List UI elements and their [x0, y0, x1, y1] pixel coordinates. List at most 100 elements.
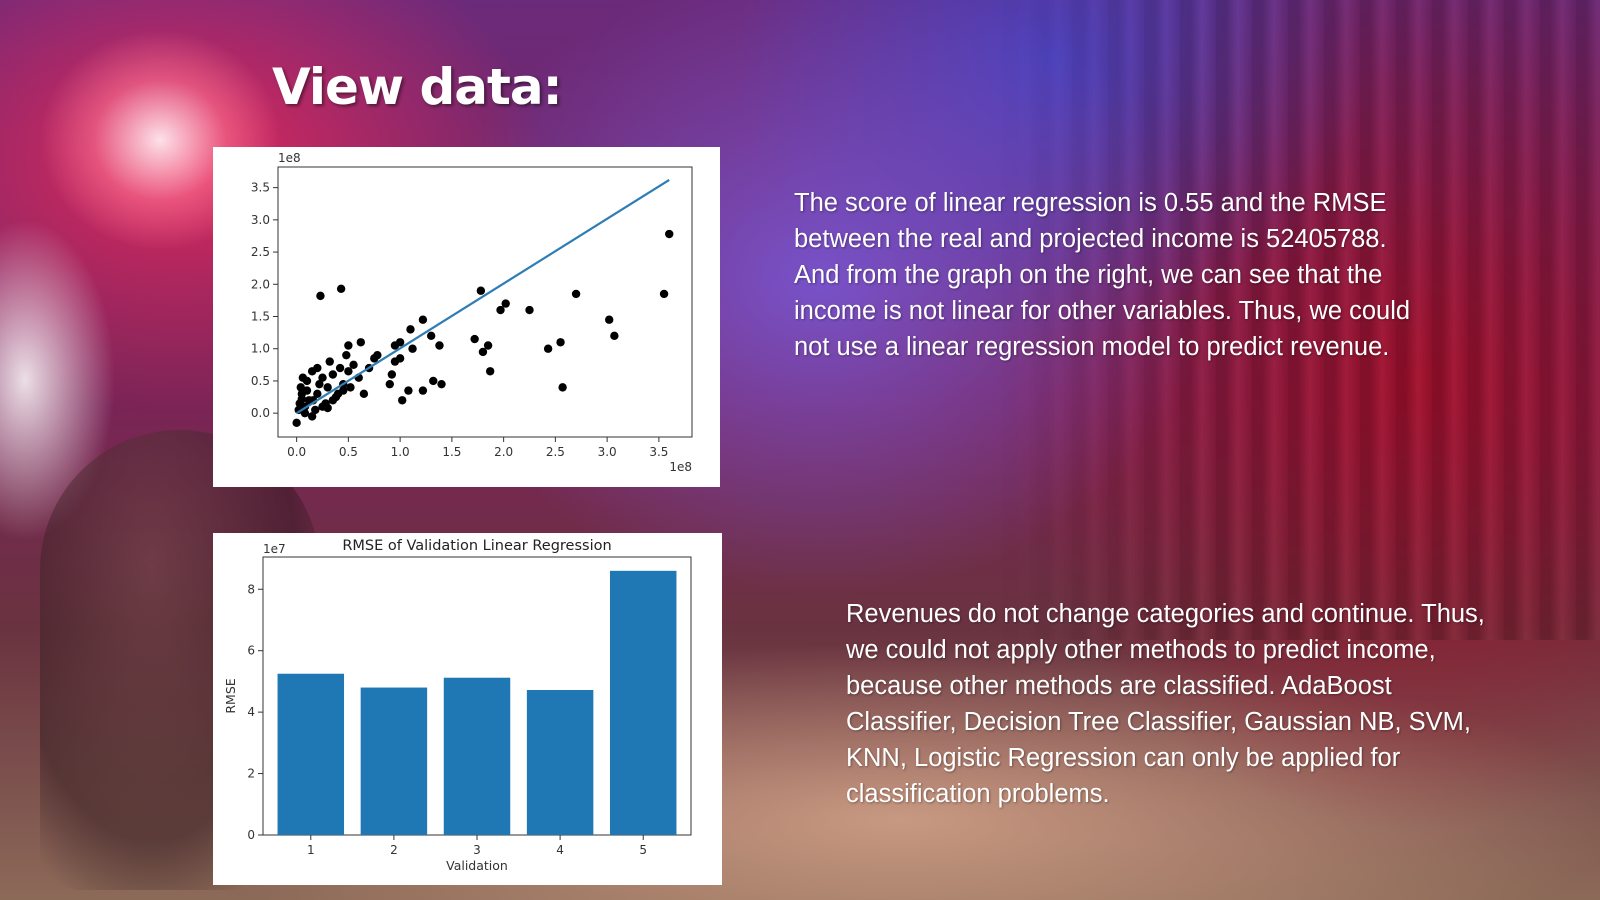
y-tick-label: 8 — [247, 582, 255, 596]
data-point — [485, 367, 495, 376]
data-point — [342, 350, 351, 360]
data-point — [315, 379, 324, 389]
data-point — [435, 341, 444, 350]
data-point — [429, 376, 438, 386]
data-point — [302, 376, 312, 386]
data-point — [323, 383, 332, 392]
y-tick-label: 2.5 — [251, 245, 270, 259]
regression-line — [296, 178, 670, 415]
data-point — [571, 289, 581, 299]
x-tick-label: 2 — [390, 843, 398, 857]
data-point — [349, 360, 358, 370]
data-point — [395, 338, 405, 347]
data-point — [292, 418, 301, 428]
y-tick-label: 6 — [247, 644, 255, 658]
data-point — [470, 334, 479, 344]
data-point — [406, 325, 415, 334]
data-point — [302, 386, 312, 395]
y-tick-label: 3.0 — [251, 213, 270, 227]
data-point — [325, 357, 334, 366]
data-point — [418, 315, 428, 324]
linear-regression-summary-text: The score of linear regression is 0.55 a… — [794, 189, 1411, 361]
x-tick-label: 1.0 — [391, 445, 410, 459]
y-tick-label: 3.5 — [251, 181, 270, 195]
bar — [609, 570, 677, 835]
data-point — [418, 386, 428, 395]
x-tick-label: 3 — [473, 843, 481, 857]
y-tick-label: 2 — [247, 767, 255, 781]
x-tick-label: 2.5 — [546, 445, 565, 459]
x-offset-label: 1e8 — [669, 460, 692, 474]
data-point — [437, 379, 446, 389]
rmse-bar-chart-panel: 1 2 3 4 5 0 2 4 6 8 RMSE of Validation Linear Regr… — [213, 533, 722, 885]
data-point — [339, 386, 348, 395]
data-point — [525, 305, 534, 315]
data-point — [344, 367, 353, 376]
page-title: View data: — [272, 58, 563, 116]
chart-title: RMSE of Validation Linear Regression — [342, 538, 611, 554]
x-tick-label: 5 — [639, 843, 647, 857]
y-tick-label: 2.0 — [251, 277, 270, 291]
data-point — [501, 299, 510, 308]
x-tick-label: 3.0 — [598, 445, 617, 459]
y-axis-label: RMSE — [223, 678, 238, 713]
y-offset-label: 1e8 — [278, 151, 301, 165]
data-point — [356, 338, 365, 347]
data-point — [605, 315, 614, 324]
data-point — [659, 289, 669, 299]
y-tick-label: 0.5 — [251, 374, 270, 388]
y-offset-label: 1e7 — [263, 542, 286, 556]
bar — [277, 673, 345, 835]
data-point — [316, 291, 325, 301]
data-point — [408, 344, 417, 353]
x-tick-label: 4 — [556, 843, 564, 857]
data-point — [398, 396, 407, 405]
scatter-chart-panel: 0.0 0.5 1.0 1.5 2.0 2.5 3.0 3.5 0.0 0.5 1.0 1.5 2.0 2… — [213, 147, 720, 487]
data-point — [543, 344, 553, 353]
data-point — [318, 373, 327, 382]
y-tick-label: 1.5 — [251, 309, 270, 323]
rmse-bar-chart: 1 2 3 4 5 0 2 4 6 8 RMSE of Validation Linear Regr… — [223, 538, 692, 873]
classification-methods-text: Revenues do not change categories and co… — [846, 600, 1485, 808]
y-tick-label: 1.0 — [251, 342, 270, 356]
data-point — [385, 379, 394, 389]
x-tick-label: 2.0 — [494, 445, 513, 459]
data-point — [313, 363, 322, 373]
data-point — [297, 394, 307, 404]
data-point — [476, 286, 486, 295]
data-point — [665, 229, 674, 239]
x-tick-label: 3.5 — [649, 445, 668, 459]
data-point — [335, 363, 345, 373]
data-point — [307, 412, 317, 421]
x-tick-label: 0.0 — [287, 445, 306, 459]
data-point — [313, 389, 322, 399]
scatter-chart: 0.0 0.5 1.0 1.5 2.0 2.5 3.0 3.5 0.0 0.5 1.0 1.5 2.0 2… — [251, 151, 693, 474]
data-point — [404, 386, 413, 395]
bar — [443, 677, 511, 835]
data-point — [359, 389, 369, 399]
data-point — [496, 305, 505, 315]
data-point — [558, 383, 567, 392]
bar — [360, 687, 428, 835]
data-point — [323, 403, 332, 413]
data-point — [610, 331, 619, 341]
data-point — [395, 354, 405, 363]
data-point — [300, 408, 310, 418]
x-tick-label: 1.5 — [442, 445, 461, 459]
data-point — [336, 284, 346, 293]
data-point — [346, 383, 355, 392]
data-point — [344, 341, 353, 350]
y-tick-label: 0 — [247, 828, 255, 842]
x-axis-label: Validation — [446, 858, 508, 873]
bar — [526, 690, 594, 835]
data-point — [373, 350, 382, 360]
data-point — [328, 396, 338, 405]
x-tick-label: 1 — [307, 843, 315, 857]
y-tick-label: 0.0 — [251, 406, 270, 420]
data-point — [387, 370, 397, 379]
data-point — [556, 338, 565, 347]
data-point — [328, 370, 338, 379]
data-point — [483, 341, 493, 350]
data-point — [296, 383, 305, 392]
data-point — [426, 331, 436, 341]
